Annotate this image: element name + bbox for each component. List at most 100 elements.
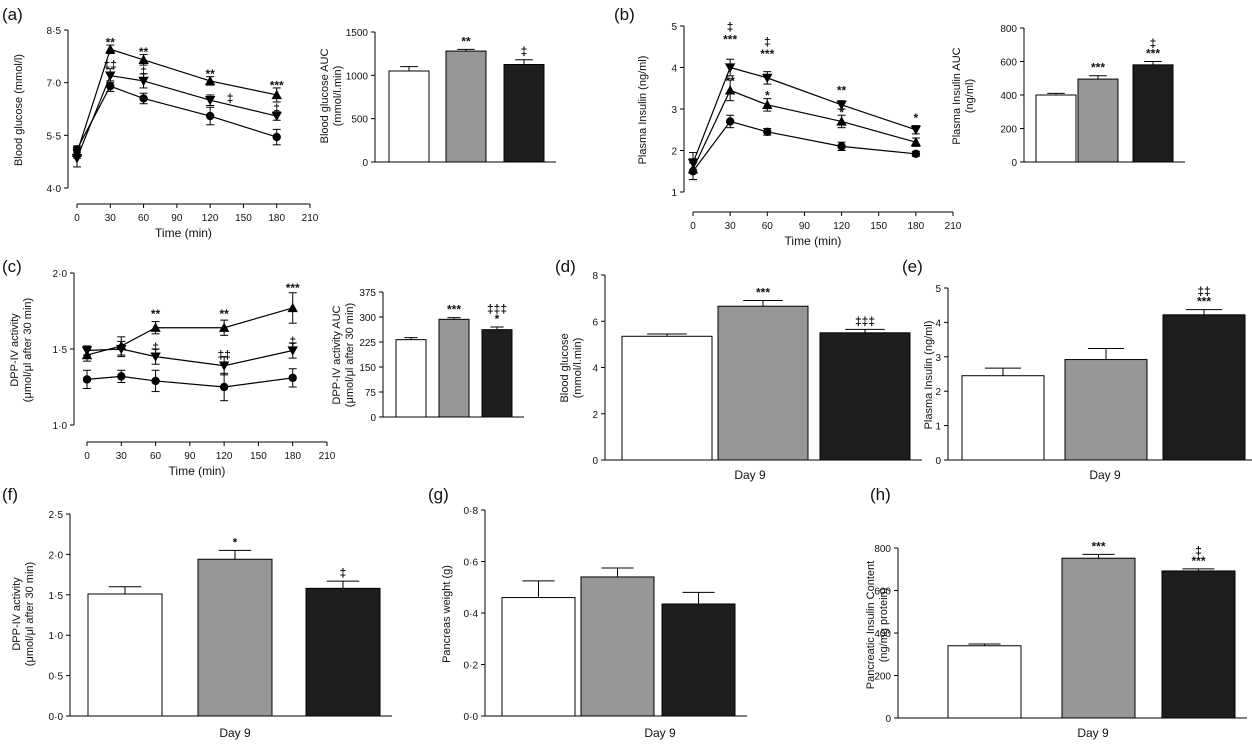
series-up-triangle	[81, 292, 298, 362]
y-tick-label: 2·0	[53, 269, 68, 280]
bar-control	[621, 335, 713, 461]
series-circle	[688, 114, 921, 181]
y-axis-label-line: (μmol/μl after 30 min)	[24, 562, 36, 666]
bar-group-2	[445, 50, 487, 163]
significance-marker: **	[725, 74, 735, 88]
bar-group-2	[438, 318, 470, 418]
x-tick-label: 30	[116, 451, 128, 462]
y-axis-label-line: Pancreas weight (g)	[441, 565, 453, 663]
y-tick-label: 0	[592, 456, 598, 467]
y-tick-label: 8·5	[47, 26, 62, 37]
y-tick-label: 4	[671, 64, 677, 75]
panel-label: (f)	[2, 485, 18, 504]
data-point-down-triangle	[271, 111, 282, 122]
y-tick-label: 5	[671, 22, 677, 33]
y-tick-label: 1·5	[53, 345, 68, 356]
series-up-triangle	[71, 44, 282, 159]
bar-group-3	[305, 587, 381, 717]
significance-marker: ***	[286, 281, 300, 295]
significance-marker: ***	[723, 33, 737, 47]
chart-g-bar: (g) 0·0 0·2 0·4 0·6 0·8 Pancreas weight (g) Day…	[428, 485, 747, 740]
x-axis-label: Time (min)	[169, 464, 226, 478]
data-point-circle	[117, 372, 126, 381]
x-tick-label: 60	[762, 221, 774, 232]
y-tick-label: 2	[592, 410, 598, 421]
data-point-down-triangle	[138, 76, 149, 87]
significance-marker: ‡	[289, 334, 296, 348]
bar-group-2	[1061, 557, 1136, 719]
series-circle	[82, 368, 297, 402]
bar-control	[947, 645, 1022, 719]
bar-group-3	[503, 64, 545, 163]
data-point-circle	[837, 142, 846, 151]
bar-group-3	[1161, 570, 1236, 719]
chart-h-bar: (h) 0 200 400 600 800 Pancreatic Insulin Conte…	[865, 485, 1247, 740]
y-axis-label-line: Plasma Insulin AUC	[951, 47, 963, 144]
data-point-circle	[911, 149, 921, 159]
data-point-up-triangle	[218, 322, 230, 332]
y-tick-label: 5·5	[47, 131, 62, 142]
x-tick-label: 0	[74, 213, 80, 224]
series-line	[76, 85, 277, 150]
bar-group-2	[1077, 78, 1119, 163]
y-tick-label: 800	[1000, 24, 1017, 35]
bar-group-3	[1162, 314, 1246, 461]
y-tick-label: 5	[935, 284, 941, 295]
significance-marker: ***	[1197, 295, 1211, 309]
significance-marker: *	[914, 111, 919, 125]
significance-marker: ‡‡	[1197, 285, 1210, 299]
panel-label: (e)	[902, 257, 923, 276]
data-point-circle	[763, 127, 772, 137]
y-tick-label: 0·2	[464, 661, 479, 672]
panel-label: (h)	[870, 485, 891, 504]
y-tick-label: 1500	[346, 28, 369, 39]
x-tick-label: 120	[202, 213, 219, 224]
data-point-up-triangle	[81, 349, 93, 360]
y-tick-label: 4·0	[47, 184, 62, 195]
y-tick-label: 3	[671, 105, 677, 116]
series-line	[692, 120, 916, 172]
chart-e-bar: (e) 0 1 2 3 4 5 Plasma Insulin (ng/ml) Day 9 ***‡…	[902, 257, 1252, 482]
significance-marker: *	[765, 89, 770, 103]
data-point-down-triangle	[724, 63, 736, 73]
y-tick-label: 0·5	[49, 672, 64, 683]
y-axis-label: Plasma Insulin (ng/ml)	[637, 56, 649, 165]
y-tick-label: 600	[874, 587, 891, 598]
x-tick-label: 90	[171, 213, 183, 224]
data-point-up-triangle	[204, 75, 216, 86]
bar-group-2	[197, 558, 273, 717]
y-axis-label-line: DPP-IV activity	[11, 577, 23, 651]
y-axis-label-line: Blood glucose	[559, 333, 571, 402]
y-axis-label: Blood glucose(mmol/l.min)	[559, 333, 584, 402]
y-tick-label: 1·0	[53, 421, 68, 432]
y-tick-label: 7·0	[47, 79, 62, 90]
significance-marker: **	[205, 67, 215, 81]
y-axis-label-line: DPP-IV activity	[9, 313, 21, 387]
y-axis-label-line: Blood glucose (mmol/l)	[13, 54, 25, 166]
y-axis-label: Plasma Insulin AUC(ng/ml)	[951, 47, 976, 144]
data-point-circle	[288, 373, 297, 383]
chart-b-auc: 0 200 400 600 800 Plasma Insulin AUC(ng/ml) **…	[951, 24, 1185, 169]
data-point-up-triangle	[71, 147, 83, 158]
series-down-triangle	[81, 340, 298, 376]
y-tick-label: 225	[359, 338, 376, 349]
significance-marker: ‡	[1195, 544, 1202, 558]
y-axis-label: Plasma Insulin (ng/ml)	[923, 321, 935, 430]
bar-control	[395, 339, 427, 418]
x-axis-label: Day 9	[1077, 726, 1109, 740]
y-tick-label: 2	[935, 387, 941, 398]
data-point-circle	[219, 382, 229, 392]
y-tick-label: 0·0	[464, 712, 479, 723]
panel-label: (d)	[555, 257, 576, 276]
significance-marker: *	[495, 312, 500, 326]
data-point-circle	[272, 132, 281, 142]
y-tick-label: 0	[362, 158, 368, 169]
y-tick-label: 0	[1011, 158, 1017, 169]
data-point-down-triangle	[150, 352, 161, 362]
y-tick-label: 0·0	[49, 712, 64, 723]
significance-marker: ***	[447, 303, 461, 317]
data-point-up-triangle	[138, 54, 149, 65]
significance-marker: **	[219, 307, 229, 321]
y-axis-label-line: (μmol/μl after 30 min)	[344, 303, 356, 407]
